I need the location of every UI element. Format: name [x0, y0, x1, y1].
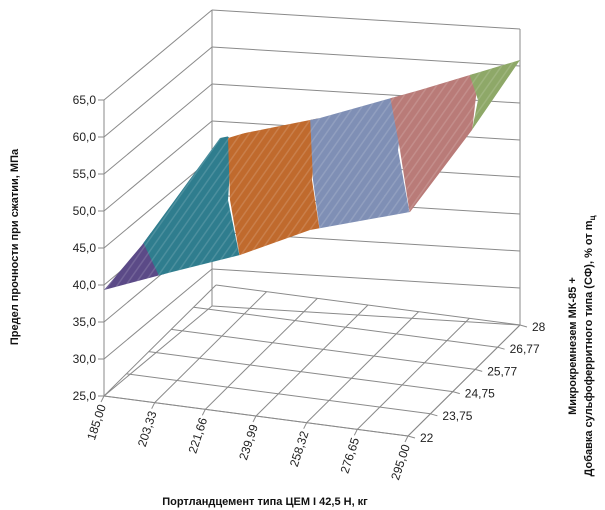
y-tick-label: 28	[532, 320, 546, 334]
z-tick-label: 30,0	[73, 352, 97, 366]
x-tick-label: 221,66	[186, 416, 211, 456]
y-tick-label: 24,75	[465, 387, 495, 401]
y-tick-label: 26,77	[510, 342, 540, 356]
y-axis-title: Микрокремнезем МК-85 + Добавка сульфофер…	[567, 215, 597, 476]
z-tick-label: 35,0	[73, 315, 97, 329]
z-axis-ticks: 25,0 30,0 35,0 40,0 45,0 50,0 55,0 60,0 65,0	[73, 93, 104, 403]
x-tick-label: 185,00	[84, 402, 109, 442]
x-axis-ticks: 185,00 203,33 221,66 239,99 258,32 276,65 295,…	[84, 395, 413, 482]
x-tick-label: 203,33	[135, 409, 160, 449]
y-tick-label: 23,75	[442, 409, 472, 423]
y-axis-title-subscript: ц	[588, 215, 597, 220]
x-axis-title: Портландцемент типа ЦЕМ I 42,5 Н, кг	[162, 496, 368, 508]
z-tick-label: 25,0	[73, 389, 97, 403]
y-tick-label: 25,77	[487, 364, 517, 378]
y-axis-title-line2: Добавка сульфоферритного типа (СФ), % от…	[583, 215, 597, 476]
x-tick-label: 276,65	[338, 436, 363, 476]
z-tick-label: 65,0	[73, 93, 97, 107]
z-tick-label: 40,0	[73, 278, 97, 292]
y-axis-title-line2-text: Добавка сульфоферритного типа (СФ), % от…	[583, 220, 595, 476]
x-tick-label: 295,00	[388, 442, 413, 482]
z-tick-label: 45,0	[73, 241, 97, 255]
z-axis-title: Предел прочности при сжатии, МПа	[9, 148, 21, 345]
z-tick-label: 55,0	[73, 167, 97, 181]
x-tick-label: 239,99	[236, 422, 261, 462]
surface	[104, 60, 520, 290]
z-tick-label: 50,0	[73, 204, 97, 218]
y-axis-ticks: 22 23,75 24,75 25,77 26,77 28	[407, 320, 546, 445]
z-tick-label: 60,0	[73, 130, 97, 144]
y-tick-label: 22	[420, 431, 434, 445]
y-axis-title-line1: Микрокремнезем МК-85 +	[567, 277, 579, 415]
x-tick-label: 258,32	[287, 429, 312, 469]
